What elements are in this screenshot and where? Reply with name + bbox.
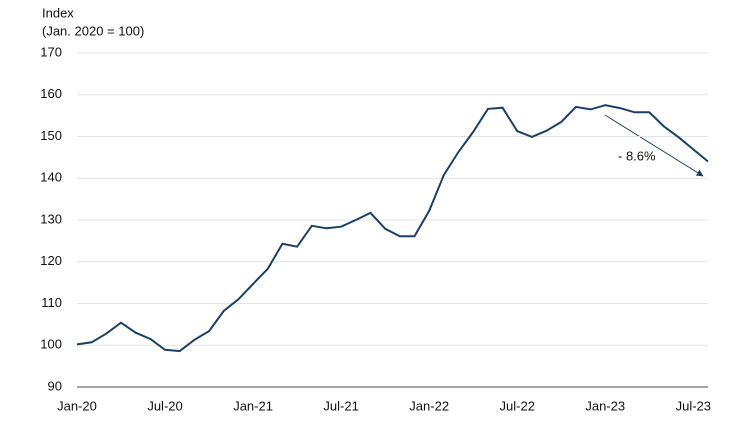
y-tick-label: 140: [40, 170, 62, 185]
y-tick-label: 150: [40, 128, 62, 143]
y-tick-label: 120: [40, 253, 62, 268]
y-tick-label: 130: [40, 211, 62, 226]
y-axis-label: Index: [42, 5, 74, 20]
line: [76, 104, 709, 353]
annotation: - 8.6%: [618, 148, 656, 163]
y-tick-label: 110: [41, 295, 62, 310]
annotation-arrow: [604, 114, 704, 177]
x-tick-label: Jul-21: [323, 398, 358, 413]
x-tick-label: Jan-22: [409, 398, 449, 413]
y-tick-label: 160: [40, 86, 62, 101]
x-tick-label: Jan-21: [233, 398, 273, 413]
y-tick-label: 100: [40, 337, 62, 352]
x-tick-label: Jan-23: [585, 398, 625, 413]
x-tick-label: Jan-20: [57, 398, 97, 413]
y-axis-label: (Jan. 2020 = 100): [42, 23, 144, 38]
y-tick-label: 90: [48, 378, 62, 393]
x-tick-label: Jul-22: [500, 398, 535, 413]
x-tick-label: Jul-20: [147, 398, 182, 413]
y-tick-label: 170: [40, 44, 62, 59]
x-tick-label: Jul-23: [676, 398, 711, 413]
